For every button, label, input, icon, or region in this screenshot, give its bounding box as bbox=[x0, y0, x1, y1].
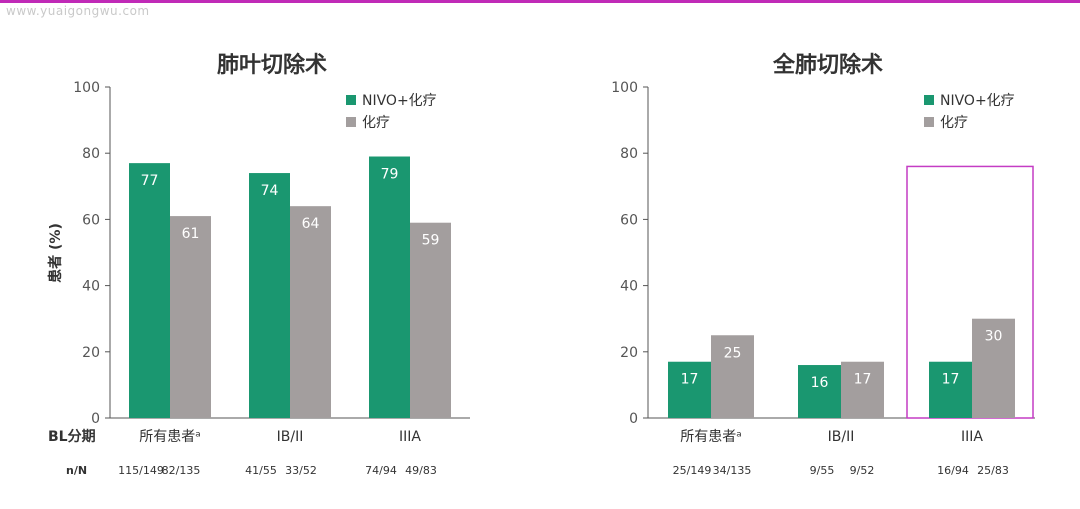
bar-value-label: 74 bbox=[261, 183, 279, 199]
bar-value-label: 64 bbox=[302, 216, 320, 232]
y-axis-title: 患者 (%) bbox=[47, 223, 64, 283]
bar-value-label: 30 bbox=[985, 329, 1003, 345]
nn-value: 9/52 bbox=[850, 464, 875, 477]
y-tick-label: 60 bbox=[82, 212, 100, 228]
bar-chemo bbox=[972, 318, 1015, 418]
bar-value-label: 17 bbox=[942, 372, 960, 388]
y-tick-label: 80 bbox=[620, 146, 638, 162]
y-tick-label: 40 bbox=[82, 279, 100, 295]
category-label: IIIA bbox=[399, 429, 421, 445]
category-label: IB/II bbox=[828, 429, 855, 445]
legend-swatch bbox=[924, 95, 934, 105]
chart-title-0: 肺叶切除术 bbox=[217, 52, 327, 78]
category-label: 所有患者ᵃ bbox=[680, 429, 741, 445]
bar-chemo bbox=[170, 216, 211, 418]
legend-swatch bbox=[346, 95, 356, 105]
legend-swatch bbox=[346, 117, 356, 127]
nn-value: 41/55 bbox=[245, 464, 277, 477]
bar-nivo bbox=[129, 163, 170, 418]
nn-value: 16/94 bbox=[937, 464, 969, 477]
y-tick-label: 100 bbox=[73, 80, 100, 96]
y-tick-label: 100 bbox=[611, 80, 638, 96]
legend-swatch bbox=[924, 117, 934, 127]
bar-value-label: 61 bbox=[182, 226, 200, 242]
legend-label: NIVO+化疗 bbox=[940, 93, 1015, 109]
nn-value: 49/83 bbox=[405, 464, 437, 477]
bar-nivo bbox=[249, 173, 290, 418]
nn-value: 74/94 bbox=[365, 464, 397, 477]
bar-nivo bbox=[929, 361, 972, 418]
nn-value: 34/135 bbox=[713, 464, 752, 477]
nn-row-label: n/N bbox=[66, 464, 87, 477]
nn-value: 25/83 bbox=[977, 464, 1009, 477]
y-tick-label: 40 bbox=[620, 279, 638, 295]
top-accent-line bbox=[0, 0, 1080, 3]
bar-nivo bbox=[369, 156, 410, 418]
y-tick-label: 20 bbox=[82, 345, 100, 361]
bar-nivo bbox=[668, 361, 711, 418]
bar-value-label: 16 bbox=[811, 375, 829, 391]
nn-value: 25/149 bbox=[673, 464, 712, 477]
nn-value: 82/135 bbox=[162, 464, 201, 477]
chart-title-1: 全肺切除术 bbox=[772, 52, 883, 78]
nn-value: 115/149 bbox=[118, 464, 164, 477]
nn-value: 9/55 bbox=[810, 464, 835, 477]
bl-stage-label: BL分期 bbox=[48, 429, 96, 445]
bar-chemo bbox=[410, 222, 451, 418]
bar-chemo bbox=[711, 335, 754, 418]
bar-value-label: 17 bbox=[854, 372, 872, 388]
bar-nivo bbox=[798, 365, 841, 418]
bar-value-label: 77 bbox=[141, 173, 159, 189]
y-tick-label: 0 bbox=[91, 411, 100, 427]
legend-label: 化疗 bbox=[940, 115, 968, 131]
bar-value-label: 79 bbox=[381, 167, 399, 183]
watermark: www.yuaigongwu.com bbox=[6, 4, 150, 18]
category-label: IB/II bbox=[277, 429, 304, 445]
legend-label: 化疗 bbox=[362, 115, 390, 131]
category-label: 所有患者ᵃ bbox=[139, 429, 200, 445]
y-tick-label: 20 bbox=[620, 345, 638, 361]
category-label: IIIA bbox=[961, 429, 983, 445]
bar-chemo bbox=[841, 361, 884, 418]
bar-value-label: 59 bbox=[422, 233, 440, 249]
legend-label: NIVO+化疗 bbox=[362, 93, 437, 109]
bar-value-label: 17 bbox=[681, 372, 699, 388]
bar-chemo bbox=[290, 206, 331, 418]
y-tick-label: 60 bbox=[620, 212, 638, 228]
nn-value: 33/52 bbox=[285, 464, 317, 477]
y-tick-label: 0 bbox=[629, 411, 638, 427]
bar-value-label: 25 bbox=[724, 345, 742, 361]
y-tick-label: 80 bbox=[82, 146, 100, 162]
